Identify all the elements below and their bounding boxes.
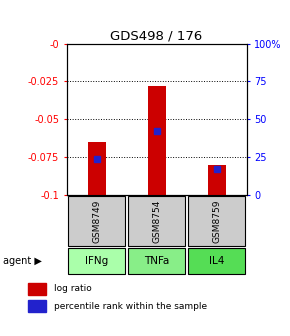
Bar	[88, 142, 106, 195]
Bar	[148, 86, 166, 195]
Text: log ratio: log ratio	[54, 284, 92, 293]
Text: GSM8754: GSM8754	[152, 199, 161, 243]
Bar	[208, 165, 226, 195]
Text: IL4: IL4	[209, 256, 224, 266]
Bar	[188, 196, 245, 246]
Title: GDS498 / 176: GDS498 / 176	[110, 30, 203, 43]
Bar	[68, 196, 126, 246]
Bar	[28, 300, 46, 312]
Text: IFNg: IFNg	[85, 256, 108, 266]
Bar	[68, 248, 126, 275]
Text: agent ▶: agent ▶	[3, 256, 42, 266]
Bar	[128, 248, 185, 275]
Text: percentile rank within the sample: percentile rank within the sample	[54, 302, 207, 310]
Bar	[28, 283, 46, 295]
Text: GSM8759: GSM8759	[212, 199, 221, 243]
Text: GSM8749: GSM8749	[92, 199, 101, 243]
Text: TNFa: TNFa	[144, 256, 169, 266]
Bar	[128, 196, 185, 246]
Bar	[188, 248, 245, 275]
